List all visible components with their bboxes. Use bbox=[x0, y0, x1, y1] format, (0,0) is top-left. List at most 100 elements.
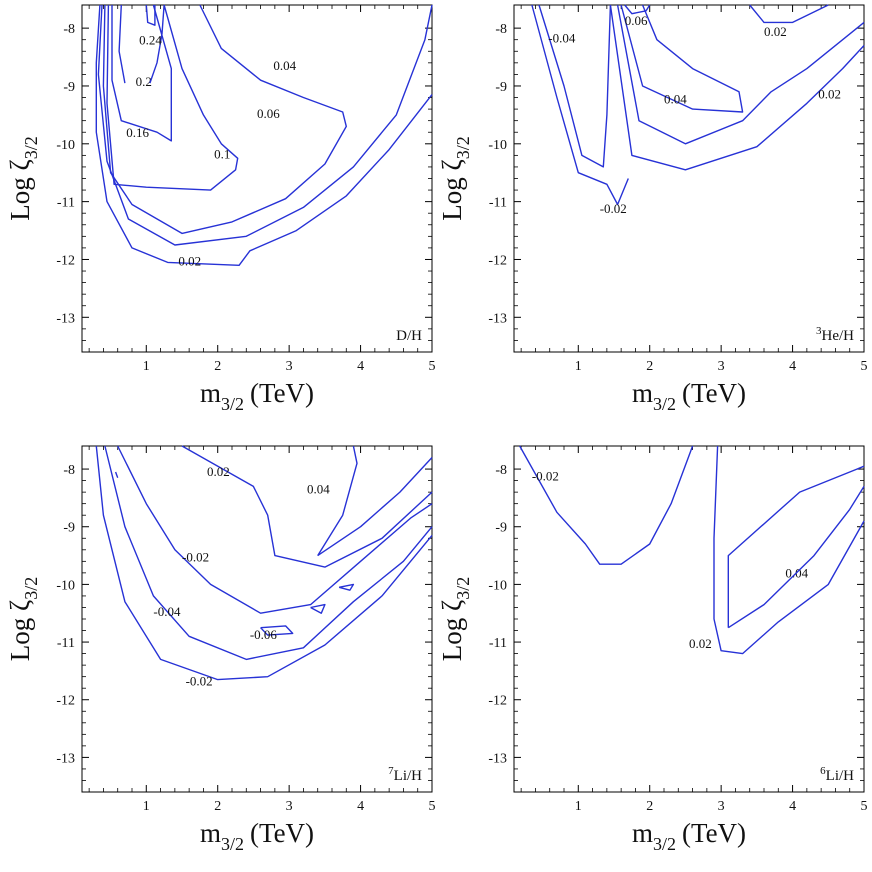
y-axis-title: Log ζ3/2 bbox=[437, 577, 473, 661]
y-tick-label: -9 bbox=[495, 521, 507, 536]
y-tick-label: -9 bbox=[63, 521, 75, 536]
contour-label: 0.04 bbox=[273, 58, 296, 73]
x-tick-label: 4 bbox=[789, 799, 796, 814]
contour-line bbox=[260, 625, 294, 636]
contour-line bbox=[531, 4, 629, 206]
x-tick-label: 2 bbox=[646, 359, 653, 374]
x-tick-label: 4 bbox=[789, 359, 796, 374]
contour-line bbox=[519, 445, 694, 565]
x-tick-label: 3 bbox=[718, 799, 725, 814]
panel-label: 3He/H bbox=[816, 325, 854, 344]
contour-label: 0.02 bbox=[764, 24, 787, 39]
plot-frame bbox=[81, 4, 433, 353]
contour-label: -0.02 bbox=[186, 673, 213, 688]
x-axis-title: m3/2 (TeV) bbox=[632, 818, 746, 854]
contour-line bbox=[145, 4, 156, 26]
plot-frame bbox=[81, 445, 433, 793]
x-tick-label: 2 bbox=[646, 799, 653, 814]
contour-line bbox=[620, 4, 744, 113]
y-axis-title: Log ζ3/2 bbox=[5, 136, 41, 220]
contour-line bbox=[97, 4, 433, 246]
panel-1: 1 2 3 4 5 -8 -9 -10 -11 -12 -13 0.02 0.04 0.06 0.1 0.16… bbox=[5, 4, 436, 414]
contour-line bbox=[317, 445, 358, 556]
x-tick-label: 5 bbox=[861, 359, 868, 374]
y-tick-label: -10 bbox=[488, 578, 507, 593]
contour-line bbox=[310, 603, 326, 614]
y-tick-label: -11 bbox=[57, 636, 75, 651]
contour-label: 0.02 bbox=[207, 464, 230, 479]
y-tick-label: -9 bbox=[495, 80, 507, 95]
y-tick-label: -8 bbox=[63, 463, 75, 478]
y-tick-label: -8 bbox=[63, 22, 75, 37]
contour-line bbox=[338, 583, 355, 591]
contour-line bbox=[95, 445, 433, 681]
contour-line bbox=[106, 4, 239, 191]
x-tick-label: 3 bbox=[718, 359, 725, 374]
contour-line bbox=[624, 4, 651, 15]
contour-line bbox=[95, 4, 433, 266]
y-tick-label: -12 bbox=[488, 694, 507, 709]
contour-label: 0.2 bbox=[136, 74, 152, 89]
contour-label: 0.16 bbox=[126, 125, 149, 140]
contour-label: 0.04 bbox=[307, 481, 330, 496]
panel-label: 7Li/H bbox=[388, 765, 422, 784]
contour-label: 0.02 bbox=[178, 253, 201, 268]
y-tick-label: -10 bbox=[56, 138, 75, 153]
y-tick-label: -13 bbox=[56, 751, 75, 766]
panel-2: 1 2 3 4 5 -8 -9 -10 -11 -12 -13 -0.02 -0.04 0.02 0.04 0… bbox=[437, 4, 868, 414]
panel-3: 1 2 3 4 5 -8 -9 -10 -11 -12 -13 -0.02 -0.04 -0.02 -0.0… bbox=[5, 445, 436, 854]
x-tick-label: 4 bbox=[357, 359, 364, 374]
y-tick-label: -8 bbox=[495, 22, 507, 37]
y-tick-label: -8 bbox=[495, 463, 507, 478]
y-tick-label: -12 bbox=[488, 253, 507, 268]
contour-line bbox=[114, 471, 119, 478]
y-axis-title: Log ζ3/2 bbox=[437, 136, 473, 220]
contour-label: -0.04 bbox=[548, 31, 576, 46]
contour-line bbox=[111, 4, 172, 142]
x-tick-label: 3 bbox=[286, 359, 293, 374]
contour-line bbox=[727, 465, 865, 628]
contour-label: -0.02 bbox=[182, 549, 209, 564]
y-tick-label: -13 bbox=[488, 751, 507, 766]
contour-label: 0.1 bbox=[214, 146, 230, 161]
contour-line bbox=[538, 4, 612, 168]
y-tick-label: -12 bbox=[56, 253, 75, 268]
y-tick-label: -11 bbox=[57, 196, 75, 211]
panel-label: D/H bbox=[396, 328, 422, 344]
x-tick-label: 5 bbox=[429, 799, 436, 814]
contour-line bbox=[713, 445, 865, 655]
x-tick-label: 4 bbox=[357, 799, 364, 814]
contour-line bbox=[727, 486, 865, 629]
contour-line bbox=[104, 445, 433, 661]
plot-frame bbox=[513, 4, 865, 353]
contour-label: 0.24 bbox=[139, 32, 162, 47]
contour-line bbox=[117, 445, 433, 614]
x-tick-label: 1 bbox=[575, 359, 582, 374]
y-tick-label: -11 bbox=[489, 196, 507, 211]
x-axis-title: m3/2 (TeV) bbox=[632, 378, 746, 414]
contour-line bbox=[609, 4, 865, 171]
y-tick-label: -13 bbox=[488, 311, 507, 326]
x-tick-label: 2 bbox=[214, 799, 221, 814]
contour-label: -0.02 bbox=[532, 469, 559, 484]
x-axis-title: m3/2 (TeV) bbox=[200, 818, 314, 854]
contour-label: -0.06 bbox=[250, 627, 278, 642]
contour-line bbox=[118, 4, 126, 84]
contour-label: 0.04 bbox=[664, 91, 687, 106]
x-tick-label: 3 bbox=[286, 799, 293, 814]
x-tick-label: 1 bbox=[143, 359, 150, 374]
plot-frame bbox=[513, 445, 865, 793]
x-axis-title: m3/2 (TeV) bbox=[200, 378, 314, 414]
y-tick-label: -13 bbox=[56, 311, 75, 326]
x-tick-label: 2 bbox=[214, 359, 221, 374]
x-tick-label: 5 bbox=[861, 799, 868, 814]
x-tick-label: 1 bbox=[575, 799, 582, 814]
y-tick-label: -11 bbox=[489, 636, 507, 651]
y-tick-label: -10 bbox=[56, 578, 75, 593]
contour-line bbox=[317, 457, 433, 557]
contour-line bbox=[616, 4, 865, 145]
y-tick-label: -12 bbox=[56, 694, 75, 709]
contour-label: -0.04 bbox=[153, 604, 181, 619]
panel-4: 1 2 3 4 5-8-9-10-11-12-13-0.020.020.046Li/Hm… bbox=[437, 445, 868, 854]
y-tick-label: -10 bbox=[488, 138, 507, 153]
